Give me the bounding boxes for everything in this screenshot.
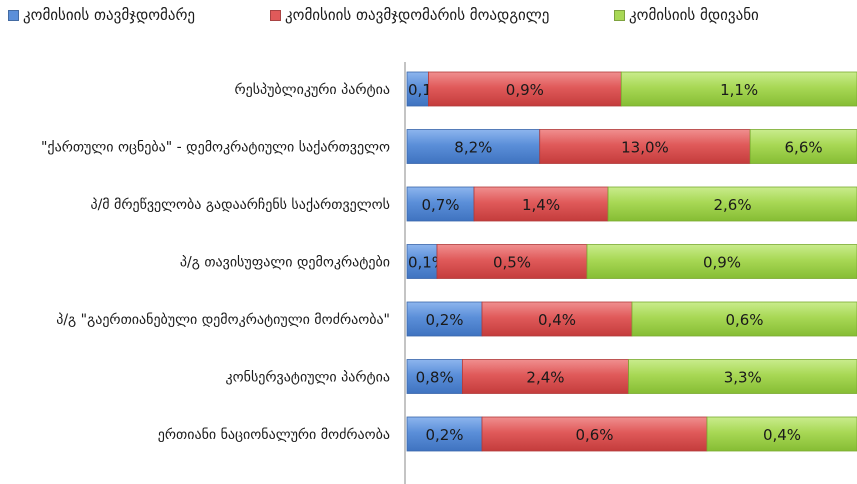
legend-swatch — [614, 9, 625, 21]
bar-segment — [706, 416, 857, 452]
bar-segment — [607, 186, 857, 222]
data-label: 1,4% — [522, 196, 560, 214]
legend: კომისიის თავმჯდომარე კომისიის თავმჯდომარ… — [0, 6, 857, 30]
data-label: 0,2% — [425, 311, 463, 329]
data-label: 0,5% — [493, 254, 531, 272]
data-label: 0,6% — [725, 311, 763, 329]
bar-segment — [481, 301, 633, 337]
category-label: პ/გ "გაერთიანებული დემოკრატიული მოძრაობა… — [56, 311, 390, 328]
bar-segment — [628, 359, 857, 394]
bar-segment — [586, 244, 857, 279]
legend-item: კომისიის მდივანი — [614, 6, 759, 24]
bar-segment — [481, 416, 708, 452]
bar-segment — [749, 129, 857, 164]
data-label: 2,4% — [526, 369, 564, 387]
bar-segment — [406, 301, 483, 337]
data-label: 0,1% — [408, 254, 446, 272]
legend-label: კომისიის თავმჯდომარე — [23, 6, 196, 24]
bar-segment — [406, 416, 483, 452]
legend-swatch — [270, 9, 281, 21]
bar-segment — [539, 129, 751, 164]
data-label: 0,2% — [425, 426, 463, 444]
data-label: 0,9% — [506, 81, 544, 99]
data-label: 8,2% — [454, 139, 492, 157]
data-label: 2,6% — [713, 196, 751, 214]
data-label: 6,6% — [785, 139, 823, 157]
legend-swatch — [8, 9, 19, 21]
category-label: რესპუბლიკური პარტია — [234, 81, 390, 98]
bar-segment — [620, 71, 857, 107]
data-label: 0,4% — [538, 311, 576, 329]
legend-item: კომისიის თავმჯდომარის მოადგილე — [270, 6, 549, 24]
legend-label: კომისიის თავმჯდომარის მოადგილე — [285, 6, 550, 24]
data-label: 13,0% — [621, 139, 669, 157]
category-label: კონსერვატიული პარტია — [225, 369, 390, 386]
bar-segment — [631, 301, 857, 337]
legend-item: კომისიის თავმჯდომარე — [8, 6, 195, 24]
bar-segment — [473, 186, 609, 222]
data-label: 0,4% — [763, 426, 801, 444]
data-label: 3,3% — [724, 369, 762, 387]
data-label: 0,6% — [575, 426, 613, 444]
category-label: პ/გ თავისუფალი დემოკრატები — [180, 254, 390, 271]
legend-label: კომისიის მდივანი — [629, 6, 759, 24]
data-label: 1,1% — [720, 81, 758, 99]
category-label: "ქართული ოცნება" - დემოკრატიული საქართვე… — [41, 139, 390, 156]
data-label: 0,8% — [416, 369, 454, 387]
data-label: 0,9% — [703, 254, 741, 272]
category-label: ერთიანი ნაციონალური მოძრაობა — [158, 426, 390, 443]
data-label: 0,7% — [421, 196, 459, 214]
bar-segment — [406, 129, 541, 164]
bar-segment — [406, 186, 475, 222]
bar-segment — [436, 244, 588, 279]
bar-segment — [406, 359, 463, 394]
category-label: პ/მ მრეწველობა გადაარჩენს საქართველოს — [90, 196, 390, 213]
